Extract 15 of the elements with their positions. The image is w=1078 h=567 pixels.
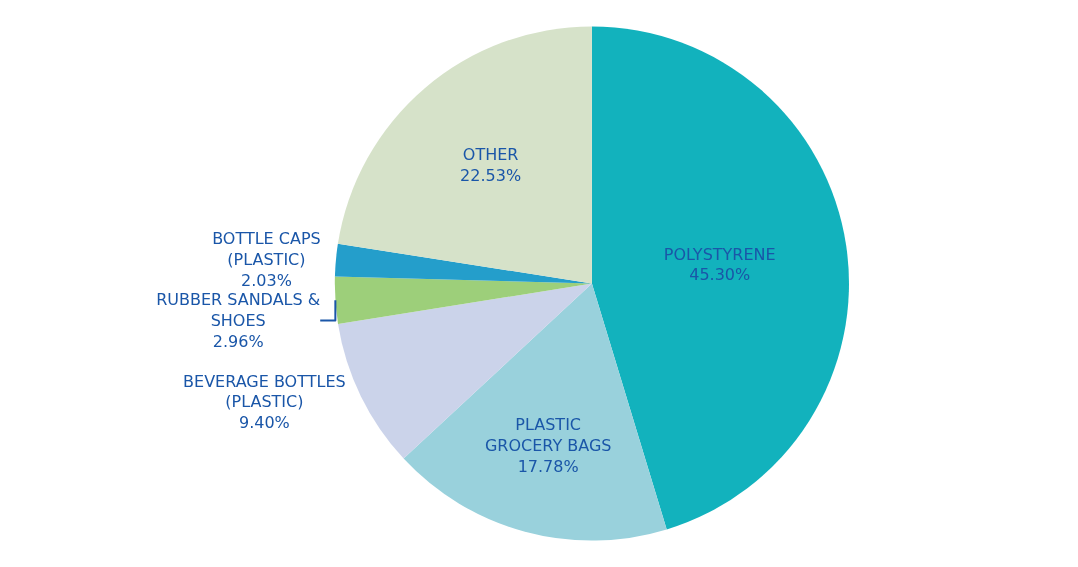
slice-label: OTHER	[462, 145, 519, 165]
slice-label: RUBBER SANDALS & SHOES	[156, 290, 321, 330]
data-label: 9.40%	[238, 413, 290, 433]
slice-label: POLYSTYRENE	[663, 244, 776, 264]
slice-label: PLASTIC GROCERY BAGS	[484, 415, 612, 456]
pie-slice	[403, 283, 667, 541]
data-label: 22.53%	[460, 166, 522, 186]
slice-label: BOTTLE CAPS (PLASTIC)	[212, 229, 321, 270]
pie-slice	[334, 276, 592, 325]
data-label: 17.78%	[517, 457, 579, 477]
data-label: 2.03%	[241, 271, 292, 291]
pie-slice	[337, 26, 592, 284]
data-label: 2.96%	[212, 331, 264, 351]
data-label: 45.30%	[689, 265, 751, 285]
slice-label: BEVERAGE BOTTLES (PLASTIC)	[183, 371, 346, 412]
